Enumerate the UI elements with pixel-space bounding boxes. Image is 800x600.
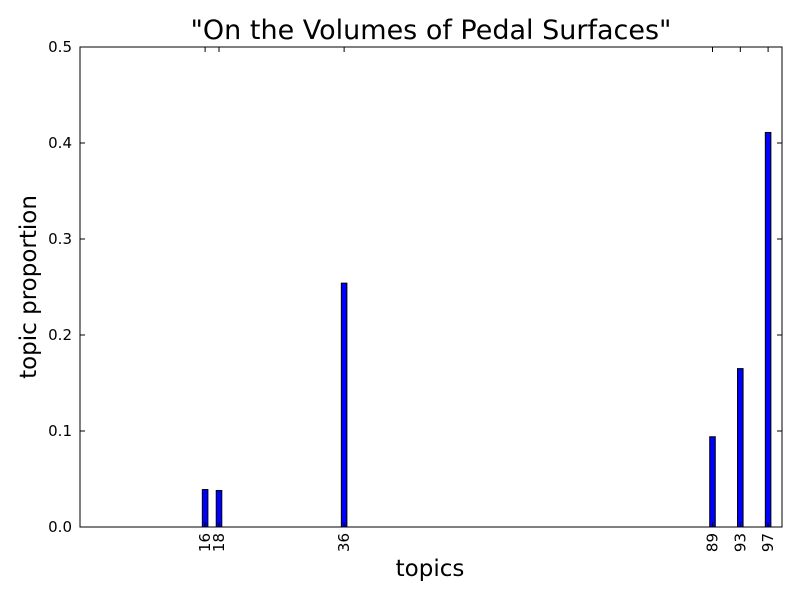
bars-group: [201, 131, 772, 528]
bar-topic-18: [215, 490, 223, 528]
y-tick-label-0: 0.0: [48, 518, 72, 536]
bar-topic-36: [340, 282, 348, 528]
bar-topic-97: [764, 131, 772, 528]
plot-frame: [79, 46, 783, 528]
y-tick-label-2: 0.2: [48, 326, 72, 344]
bar-topic-93: [737, 368, 744, 528]
y-tick-label-3: 0.3: [48, 230, 72, 248]
x-axis-label: topics: [396, 556, 465, 582]
x-tick-label-93: 93: [731, 533, 749, 552]
chart-title: "On the Volumes of Pedal Surfaces": [191, 15, 672, 46]
y-tick-label-1: 0.1: [48, 422, 72, 440]
x-tick-label-97: 97: [759, 533, 777, 552]
bar-topic-89: [709, 436, 716, 528]
y-tick-label-5: 0.5: [48, 38, 72, 56]
y-axis-label: topic proportion: [16, 195, 42, 379]
x-tick-label-18: 18: [210, 533, 228, 552]
x-tick-label-16: 16: [196, 533, 214, 552]
y-axis-ticks: 0.0 0.1 0.2 0.3 0.4 0.5: [48, 38, 782, 536]
y-tick-label-4: 0.4: [48, 134, 72, 152]
bar-topic-16: [201, 489, 209, 528]
x-tick-label-36: 36: [335, 533, 353, 552]
x-tick-label-89: 89: [703, 533, 721, 552]
